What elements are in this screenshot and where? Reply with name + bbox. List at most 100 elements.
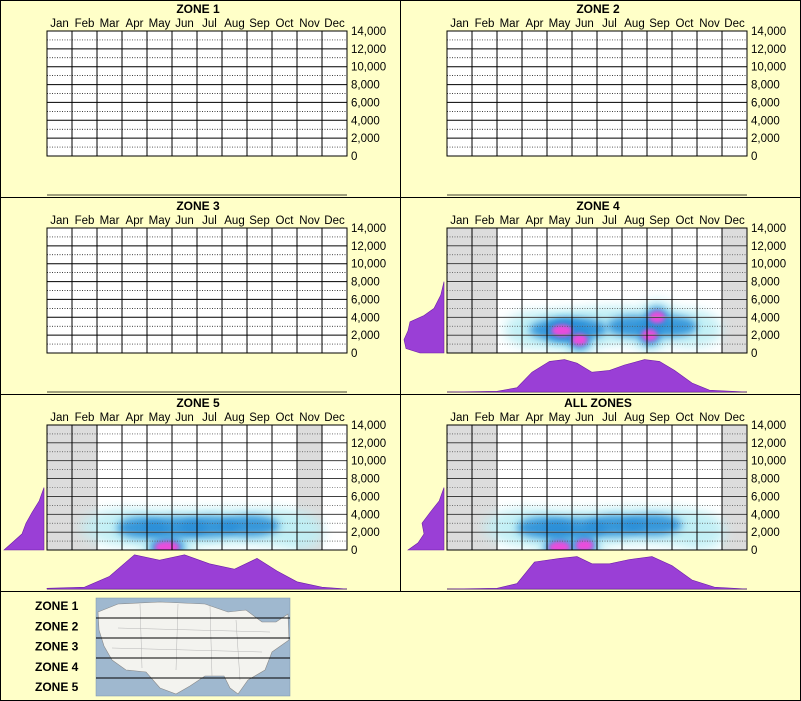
month-tick-label: Mar xyxy=(500,18,520,30)
density-blob xyxy=(622,514,682,536)
monthly-profile-area xyxy=(46,554,348,590)
month-tick-label: Aug xyxy=(624,412,644,424)
elevation-tick-label: 10,000 xyxy=(351,456,386,468)
month-tick-label: Apr xyxy=(126,215,144,227)
month-tick-label: Apr xyxy=(126,18,144,30)
elevation-tick-label: 10,000 xyxy=(351,259,386,271)
elevation-tick-label: 10,000 xyxy=(751,62,786,74)
month-tick-label: Feb xyxy=(75,412,95,424)
month-tick-label: Mar xyxy=(100,18,120,30)
zone-panel-3: ZONE 3 Jan Feb Mar Apr May Jun Jul Aug Sep Oct Nov D… xyxy=(0,197,401,395)
zone-panel-6: ALL ZONES Jan Feb Mar Apr May Jun Jul Aug Sep Oct N… xyxy=(400,394,801,592)
month-tick-label: Sep xyxy=(249,412,269,424)
month-tick-label: Aug xyxy=(624,215,644,227)
legend-zone-label: ZONE 3 xyxy=(35,640,79,654)
density-heatmap xyxy=(483,508,726,550)
month-tick-label: Feb xyxy=(75,215,95,227)
panel-title: ZONE 4 xyxy=(576,199,620,213)
elevation-tick-label: 4,000 xyxy=(751,115,780,127)
month-tick-label: Jun xyxy=(175,215,194,227)
month-tick-label: Jan xyxy=(450,18,469,30)
elevation-tick-label: 6,000 xyxy=(751,97,780,109)
legend-zone-label: ZONE 2 xyxy=(35,619,79,633)
month-tick-label: Jul xyxy=(202,18,217,30)
month-tick-label: Jul xyxy=(202,215,217,227)
zone-panel-1: ZONE 1 Jan Feb Mar Apr May Jun Jul Aug Sep Oct Nov D… xyxy=(0,0,401,198)
month-tick-label: Jul xyxy=(202,412,217,424)
zone-panel-5: ZONE 5 Jan Feb Mar Apr May Jun Jul Aug Sep Oct Nov D… xyxy=(0,394,401,592)
month-tick-label: Jun xyxy=(175,18,194,30)
elevation-profile-area xyxy=(403,281,445,354)
monthly-profile-area xyxy=(446,359,748,393)
elevation-tick-label: 14,000 xyxy=(751,223,786,235)
month-tick-label: Feb xyxy=(75,18,95,30)
plot-frame xyxy=(46,30,348,157)
elevation-profile-area xyxy=(3,487,45,551)
month-tick-label: Feb xyxy=(475,412,495,424)
month-tick-label: May xyxy=(549,215,571,227)
legend-zone-label: ZONE 4 xyxy=(35,660,79,674)
plot-frame xyxy=(446,227,748,354)
month-tick-label: Aug xyxy=(224,18,244,30)
month-tick-label: Dec xyxy=(324,215,345,227)
month-tick-label: May xyxy=(149,412,171,424)
elevation-tick-label: 8,000 xyxy=(751,277,780,289)
elevation-tick-label: 4,000 xyxy=(751,312,780,324)
month-tick-label: Feb xyxy=(475,18,495,30)
month-tick-label: Sep xyxy=(649,18,669,30)
month-tick-label: Jan xyxy=(450,215,469,227)
elevation-tick-label: 6,000 xyxy=(351,294,380,306)
zone-panel-4: ZONE 4 Jan Feb Mar Apr May Jun Jul Aug Sep Oct Nov D… xyxy=(400,197,801,395)
elevation-tick-label: 0 xyxy=(351,545,357,557)
month-tick-label: Dec xyxy=(724,18,745,30)
plot-frame xyxy=(46,424,348,551)
month-tick-label: Jun xyxy=(175,412,194,424)
elevation-tick-label: 2,000 xyxy=(751,330,780,342)
elevation-tick-label: 4,000 xyxy=(751,509,780,521)
month-tick-label: Oct xyxy=(276,18,295,30)
month-tick-label: Apr xyxy=(526,18,544,30)
density-blob xyxy=(571,333,588,346)
elevation-tick-label: 8,000 xyxy=(751,474,780,486)
elevation-tick-label: 8,000 xyxy=(751,80,780,92)
month-tick-label: Jun xyxy=(575,18,594,30)
elevation-tick-label: 4,000 xyxy=(351,115,380,127)
usa-map-icon xyxy=(95,597,291,697)
elevation-tick-label: 12,000 xyxy=(751,438,786,450)
month-tick-label: Sep xyxy=(649,412,669,424)
month-tick-label: Oct xyxy=(676,412,695,424)
month-tick-label: Nov xyxy=(299,18,320,30)
elevation-tick-label: 14,000 xyxy=(351,26,386,38)
density-blob xyxy=(549,541,570,550)
month-tick-label: Apr xyxy=(126,412,144,424)
legend-zone-label: ZONE 1 xyxy=(35,599,79,613)
month-tick-label: Aug xyxy=(224,215,244,227)
month-tick-label: Oct xyxy=(276,215,295,227)
zone-panel-2: ZONE 2 Jan Feb Mar Apr May Jun Jul Aug Sep Oct Nov D… xyxy=(400,0,801,198)
month-tick-label: Dec xyxy=(724,215,745,227)
elevation-tick-label: 0 xyxy=(351,348,357,360)
elevation-tick-label: 14,000 xyxy=(351,420,386,432)
elevation-tick-label: 14,000 xyxy=(751,420,786,432)
month-tick-label: Nov xyxy=(699,215,720,227)
elevation-tick-label: 12,000 xyxy=(351,241,386,253)
density-heatmap xyxy=(504,300,723,353)
monthly-profile-area xyxy=(446,556,748,590)
month-tick-label: May xyxy=(549,18,571,30)
elevation-tick-label: 6,000 xyxy=(751,294,780,306)
elevation-tick-label: 0 xyxy=(351,151,357,163)
month-tick-label: Jun xyxy=(575,412,594,424)
month-tick-label: Jul xyxy=(602,215,617,227)
panel-title: ALL ZONES xyxy=(564,396,632,410)
month-tick-label: Nov xyxy=(299,412,320,424)
month-tick-label: Jul xyxy=(602,412,617,424)
month-tick-label: Oct xyxy=(676,18,695,30)
density-blob xyxy=(575,539,594,550)
month-tick-label: Jan xyxy=(50,215,69,227)
elevation-tick-label: 6,000 xyxy=(351,97,380,109)
panel-title: ZONE 5 xyxy=(176,396,220,410)
elevation-tick-label: 0 xyxy=(751,348,757,360)
elevation-tick-label: 2,000 xyxy=(351,133,380,145)
elevation-tick-label: 10,000 xyxy=(751,456,786,468)
elevation-tick-label: 10,000 xyxy=(751,259,786,271)
